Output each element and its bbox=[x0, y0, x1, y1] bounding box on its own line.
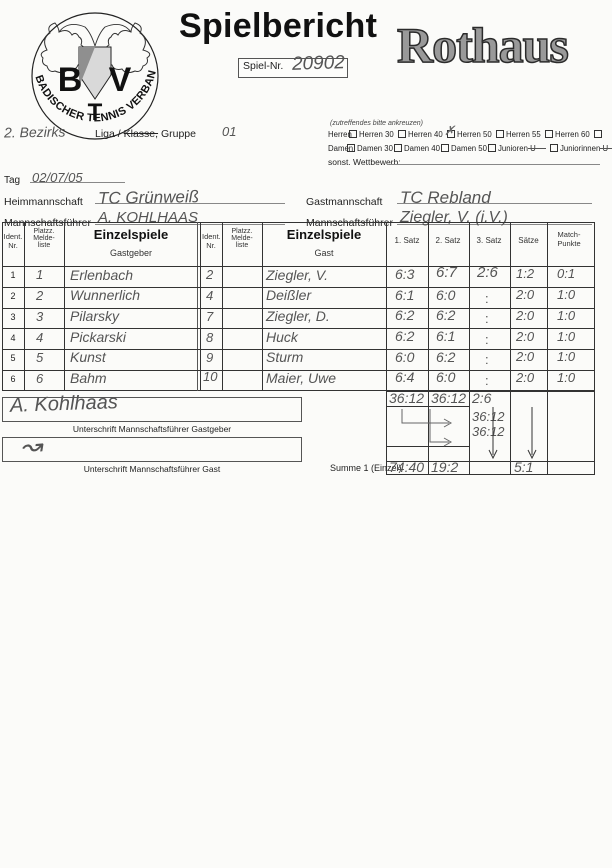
svg-text:B: B bbox=[58, 61, 83, 99]
svg-text:V: V bbox=[109, 61, 132, 99]
svg-text:Rothaus: Rothaus bbox=[397, 17, 568, 73]
